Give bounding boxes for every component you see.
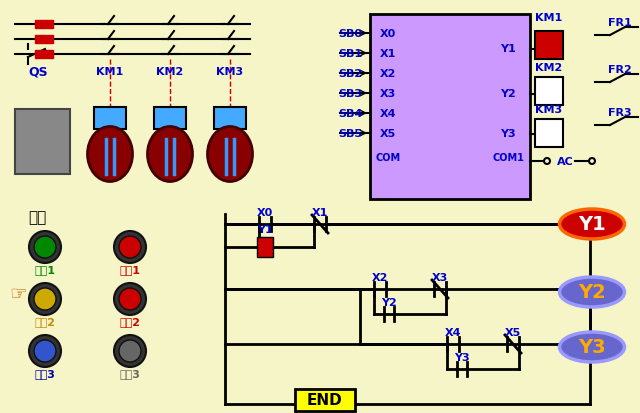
Circle shape [114,231,146,263]
Circle shape [34,236,56,259]
Text: 停止1: 停止1 [120,264,141,274]
Bar [535,78,563,106]
Circle shape [544,159,550,165]
Text: X1: X1 [380,49,396,59]
Text: X5: X5 [380,129,396,139]
Text: FR1: FR1 [608,18,632,28]
Circle shape [34,340,56,362]
Text: SB3: SB3 [338,89,362,99]
Text: ☞: ☞ [9,285,27,304]
Text: SB2: SB2 [338,69,362,79]
Text: SB5: SB5 [338,129,362,139]
Text: AC: AC [557,157,573,166]
Bar [15,110,70,175]
Text: 启动3: 启动3 [35,368,56,378]
Bar [94,108,126,130]
Text: 启动2: 启动2 [35,316,56,326]
Text: KM1: KM1 [536,13,563,23]
Ellipse shape [147,127,193,182]
Bar [35,51,53,59]
Text: X3: X3 [432,272,448,282]
Text: Y3: Y3 [454,352,470,362]
Text: 启动1: 启动1 [35,264,56,274]
Bar [214,108,246,130]
Text: KM2: KM2 [536,63,563,73]
Text: FR3: FR3 [608,108,632,118]
Text: KM2: KM2 [156,67,184,77]
Text: X1: X1 [312,207,328,218]
Ellipse shape [559,209,625,240]
Circle shape [119,236,141,259]
Bar [257,237,273,257]
Circle shape [29,231,61,263]
Circle shape [119,288,141,310]
Bar [35,21,53,29]
Circle shape [34,288,56,310]
Ellipse shape [559,332,625,362]
Circle shape [114,283,146,315]
Ellipse shape [559,277,625,307]
Text: SB4: SB4 [338,109,362,119]
Bar [535,120,563,147]
Circle shape [114,335,146,367]
Text: X2: X2 [380,69,396,79]
Text: Y1: Y1 [257,224,273,235]
Circle shape [29,283,61,315]
Text: SB1: SB1 [338,49,362,59]
Text: X4: X4 [445,327,461,337]
Bar [35,36,53,44]
Circle shape [589,159,595,165]
Text: Y2: Y2 [381,297,397,307]
Text: 停止3: 停止3 [120,368,140,378]
Text: KM1: KM1 [97,67,124,77]
Bar [154,108,186,130]
Text: END: END [307,392,343,408]
Circle shape [29,335,61,367]
Text: KM3: KM3 [216,67,244,77]
Text: FR2: FR2 [608,65,632,75]
Text: COM: COM [376,153,401,163]
Bar [295,389,355,411]
Text: X4: X4 [380,109,396,119]
Text: Y3: Y3 [500,129,516,139]
Text: Y2: Y2 [500,89,516,99]
Bar [535,32,563,60]
Text: X0: X0 [257,207,273,218]
Text: 电源: 电源 [28,210,46,225]
Text: X2: X2 [372,272,388,282]
Text: COM1: COM1 [492,153,524,163]
Ellipse shape [207,127,253,182]
Text: X5: X5 [505,327,521,337]
Circle shape [119,340,141,362]
Text: QS: QS [28,65,47,78]
Bar [370,15,530,199]
Text: Y3: Y3 [578,338,606,357]
Text: KM3: KM3 [536,105,563,115]
Text: X0: X0 [380,29,396,39]
Text: Y2: Y2 [578,283,606,302]
Text: Y1: Y1 [578,215,606,234]
Text: 停止2: 停止2 [120,316,141,326]
Text: Y1: Y1 [500,44,516,54]
Text: X3: X3 [380,89,396,99]
Text: SB0: SB0 [338,29,362,39]
Ellipse shape [88,127,132,182]
